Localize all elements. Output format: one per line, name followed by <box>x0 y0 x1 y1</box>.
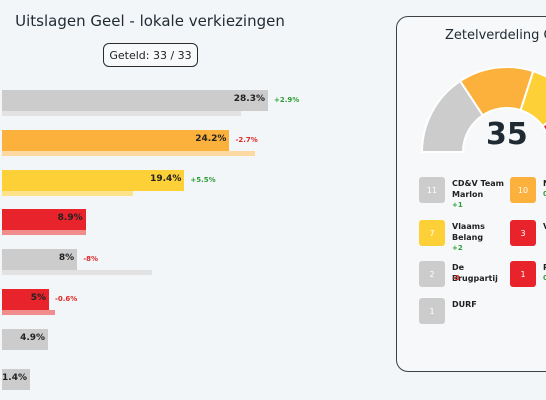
party-name: N-VA <box>543 178 546 189</box>
result-row: 24.2% -2.7% <box>0 130 390 170</box>
party-name-line: Marlon <box>452 190 484 199</box>
result-percentage: 24.2% <box>195 134 227 144</box>
party-name-line: DURF <box>452 300 477 309</box>
party-item: 1 PVDA0 <box>510 261 546 291</box>
current-result-bar: 5% <box>2 289 49 310</box>
seat-distribution-title: Zetelverdeling Geel <box>445 28 546 43</box>
result-row: 4.9% <box>0 329 390 369</box>
previous-result-bar <box>2 230 86 235</box>
page-title: Uitslagen Geel - lokale verkiezingen <box>15 12 285 30</box>
party-item: 1 DURF <box>419 298 509 328</box>
result-change: -8% <box>83 255 98 263</box>
party-name-line: Vooruit <box>543 221 546 232</box>
current-result-bar: 19.4% <box>2 170 185 191</box>
previous-result-bar <box>2 151 255 156</box>
result-row: 1.4% <box>0 369 390 400</box>
current-result-bar: 8.9% <box>2 209 86 230</box>
result-change: -0.6% <box>54 295 78 303</box>
party-seat-change: -3 <box>452 274 460 282</box>
result-row: 19.4% +5.5% <box>0 170 390 210</box>
result-change: -2.7% <box>235 136 258 144</box>
result-percentage: 19.4% <box>150 174 182 184</box>
result-row: 8% -8% <box>0 249 390 289</box>
party-item: 3 Vooruit <box>510 220 546 250</box>
result-percentage: 4.9% <box>20 333 46 343</box>
hemicycle-segment <box>541 122 546 134</box>
result-percentage: 8% <box>58 253 75 263</box>
party-seat-count: 10 <box>510 177 536 203</box>
result-percentage: 28.3% <box>233 94 265 104</box>
result-row: 8.9% <box>0 209 390 249</box>
current-result-bar: 1.4% <box>2 369 30 390</box>
party-seat-count: 1 <box>510 261 536 287</box>
result-percentage: 1.4% <box>2 373 27 383</box>
party-name: DURF <box>452 299 477 310</box>
party-seat-count: 7 <box>419 220 445 246</box>
result-row: 5% -0.6% <box>0 289 390 329</box>
party-name-line: PVDA <box>543 262 546 273</box>
seat-hemicycle-chart <box>420 66 546 153</box>
party-seat-count: 3 <box>510 220 536 246</box>
party-name-line: N-VA <box>543 178 546 189</box>
party-seat-change: +1 <box>452 201 463 209</box>
party-item: 2 De Brugpartij -3 <box>419 261 509 291</box>
previous-result-bar <box>2 270 153 275</box>
results-panel: Uitslagen Geel - lokale verkiezingen Get… <box>0 12 390 400</box>
current-result-bar: 24.2% <box>2 130 230 151</box>
party-name: Vlaams Belang <box>452 221 485 243</box>
party-name: De Brugpartij <box>452 262 509 284</box>
party-name-line: CD&V Team <box>452 179 505 188</box>
result-change: +5.5% <box>190 176 216 184</box>
party-seat-change: 0 <box>543 274 546 282</box>
party-name: Vooruit <box>543 221 546 232</box>
result-row: 28.3% +2.9% <box>0 90 390 130</box>
party-item: 11 CD&V Team Marlon +1 <box>419 177 509 209</box>
previous-result-bar <box>2 310 55 315</box>
counted-badge: Geteld: 33 / 33 <box>103 43 198 67</box>
current-result-bar: 28.3% <box>2 90 268 111</box>
party-name: CD&V Team Marlon <box>452 178 504 200</box>
party-seat-count: 1 <box>419 298 445 324</box>
hemicycle-segment <box>519 69 546 128</box>
party-name: PVDA <box>543 262 546 273</box>
current-result-bar: 4.9% <box>2 329 49 350</box>
party-name-line: De Brugpartij <box>452 263 498 283</box>
party-seat-count: 2 <box>419 261 445 287</box>
current-result-bar: 8% <box>2 249 78 270</box>
party-item: 10 N-VA0 <box>510 177 546 207</box>
party-seat-change: +2 <box>452 244 463 252</box>
seat-total: 35 <box>486 117 528 152</box>
result-change: +2.9% <box>274 96 300 104</box>
result-percentage: 5% <box>30 293 46 303</box>
party-name-line: Belang <box>452 233 484 242</box>
previous-result-bar <box>2 111 241 116</box>
result-percentage: 8.9% <box>57 213 83 223</box>
party-item: 7 Vlaams Belang +2 <box>419 220 509 252</box>
previous-result-bar <box>2 191 133 196</box>
party-seat-change: 0 <box>543 190 546 198</box>
party-name-line: Vlaams <box>452 222 485 231</box>
party-seat-count: 11 <box>419 177 445 203</box>
